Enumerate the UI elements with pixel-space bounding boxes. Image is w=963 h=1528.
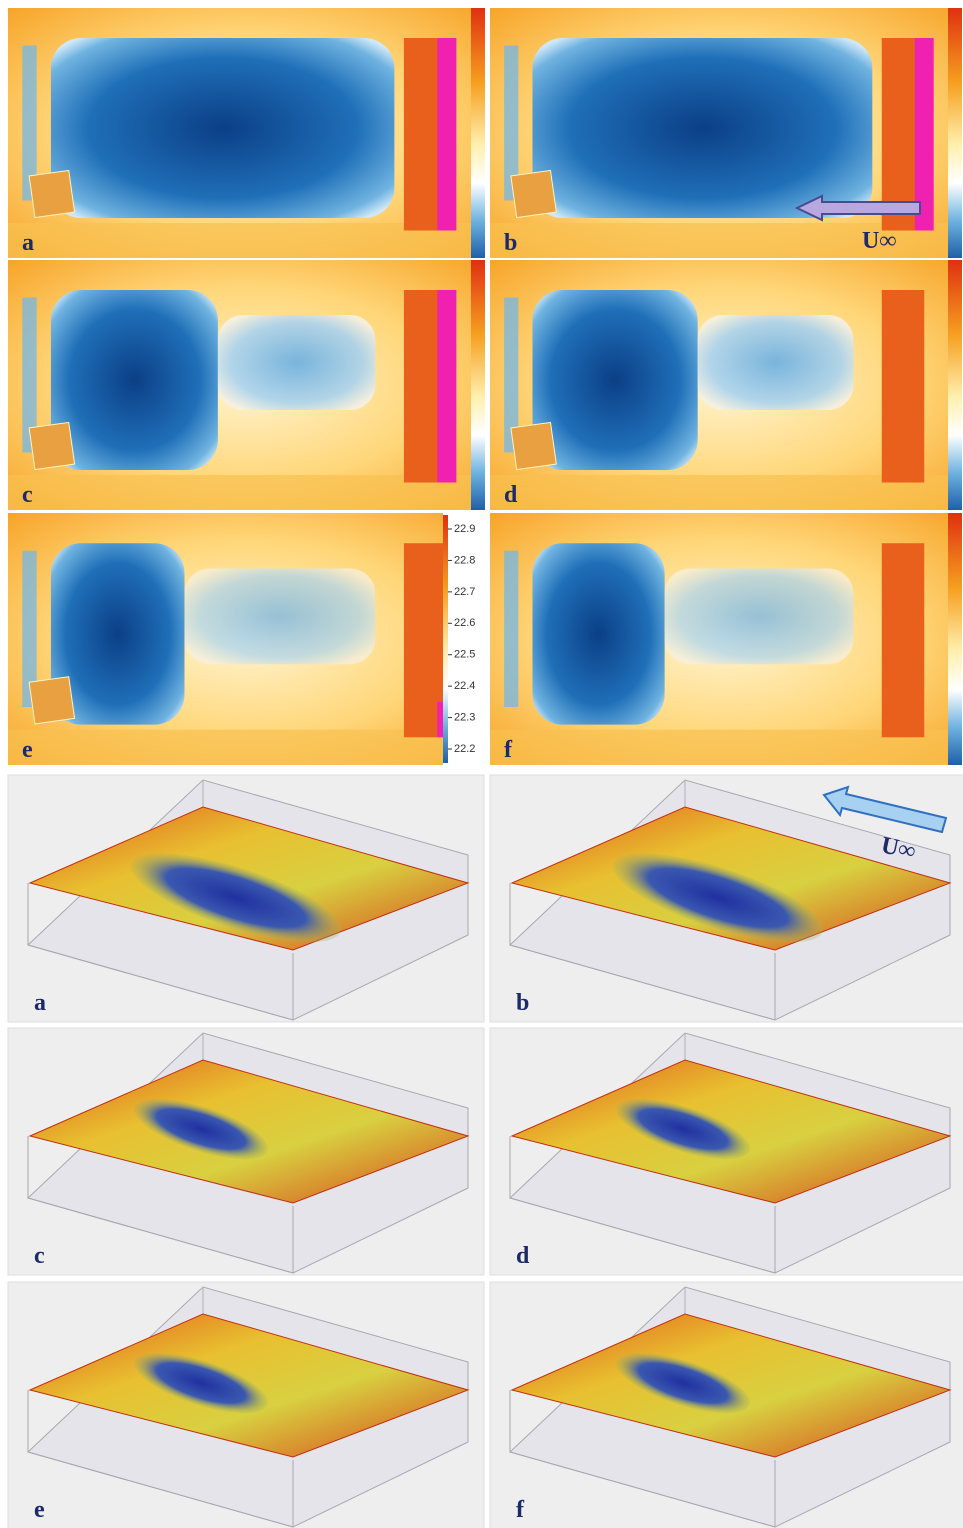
thermal-panel: e 22.9 22.8 22.7 22.6 22.5 22.4 22.3 22.2 bbox=[8, 513, 485, 765]
edge-strip bbox=[504, 550, 519, 708]
cold-spot bbox=[616, 1098, 750, 1160]
colorbar-tick-label: 22.7 bbox=[454, 586, 475, 598]
cold-region bbox=[50, 38, 395, 218]
surface-panel: e bbox=[7, 1281, 485, 1528]
marker-plate bbox=[28, 169, 76, 219]
cold-region bbox=[50, 543, 185, 725]
cold-region bbox=[532, 290, 698, 470]
cold-spot bbox=[130, 853, 341, 943]
box-front bbox=[27, 883, 294, 1021]
marker-plate bbox=[28, 421, 76, 471]
surface-panel: d bbox=[489, 1027, 963, 1276]
edge-strip bbox=[504, 297, 519, 453]
panel-label: d bbox=[516, 1243, 530, 1269]
hot-strip bbox=[437, 290, 457, 483]
box-front bbox=[509, 1390, 776, 1528]
colorbar bbox=[443, 513, 485, 765]
colorbar bbox=[948, 513, 962, 765]
colorbar-tick-label: 22.9 bbox=[454, 523, 475, 535]
thermal-panel: a bbox=[8, 8, 485, 258]
colorbar-tick-label: 22.8 bbox=[454, 554, 475, 566]
flow-arrow bbox=[822, 785, 948, 834]
heated-strip bbox=[881, 290, 925, 483]
box-front bbox=[27, 1136, 294, 1274]
colorbar-tick-label: 22.5 bbox=[454, 649, 475, 661]
surface-panel: a bbox=[7, 774, 485, 1023]
cold-fragment bbox=[697, 315, 854, 410]
edge-strip bbox=[22, 550, 37, 708]
edge-strip bbox=[22, 45, 37, 201]
cold-fragment bbox=[184, 568, 376, 665]
surface-panel: f bbox=[489, 1281, 963, 1528]
flow-arrow bbox=[794, 194, 921, 222]
hot-strip bbox=[914, 38, 934, 231]
marker-plate bbox=[510, 421, 557, 471]
surface-panel: c bbox=[7, 1027, 485, 1276]
hot-strip bbox=[437, 38, 457, 231]
cold-region bbox=[50, 290, 218, 470]
cold-spot bbox=[134, 1098, 268, 1160]
colorbar bbox=[471, 260, 485, 510]
edge-strip bbox=[22, 297, 37, 453]
colorbar-tick-label: 22.6 bbox=[454, 617, 475, 629]
panel-label: b bbox=[516, 990, 529, 1016]
thermal-panel: c bbox=[8, 260, 485, 510]
colorbar bbox=[471, 8, 485, 258]
panel-label: a bbox=[34, 990, 46, 1016]
thermal-panel: b bbox=[490, 8, 962, 258]
panel-label: e bbox=[22, 737, 33, 763]
panel-label: c bbox=[22, 482, 33, 508]
marker-plate bbox=[510, 169, 557, 219]
cold-spot bbox=[134, 1352, 268, 1414]
box-front bbox=[509, 883, 776, 1021]
panel-label: f bbox=[516, 1497, 525, 1523]
colorbar-scale bbox=[443, 515, 448, 763]
panel-label: d bbox=[504, 482, 518, 508]
colorbar-tick-label: 22.4 bbox=[454, 680, 475, 692]
thermal-panel: d bbox=[490, 260, 962, 510]
colorbar-tick-label: 22.2 bbox=[454, 743, 475, 755]
cold-spot bbox=[616, 1352, 750, 1414]
cold-region bbox=[532, 38, 873, 218]
panel-label: a bbox=[22, 230, 34, 256]
panel-label: c bbox=[34, 1243, 45, 1269]
flow-label: U∞ bbox=[862, 228, 896, 254]
box-front bbox=[27, 1390, 294, 1528]
thermal-panel: f bbox=[490, 513, 962, 765]
cold-spot bbox=[612, 853, 823, 943]
panel-label: f bbox=[504, 737, 513, 763]
box-front bbox=[509, 1136, 776, 1274]
cold-fragment bbox=[217, 315, 376, 410]
cold-fragment bbox=[664, 568, 854, 665]
colorbar bbox=[948, 8, 962, 258]
panel-label: e bbox=[34, 1497, 45, 1523]
edge-strip bbox=[504, 45, 519, 201]
colorbar bbox=[948, 260, 962, 510]
panel-label: b bbox=[504, 230, 517, 256]
colorbar-tick-label: 22.3 bbox=[454, 711, 475, 723]
cold-region bbox=[532, 543, 665, 725]
marker-plate bbox=[28, 676, 76, 725]
heated-strip bbox=[881, 543, 925, 738]
